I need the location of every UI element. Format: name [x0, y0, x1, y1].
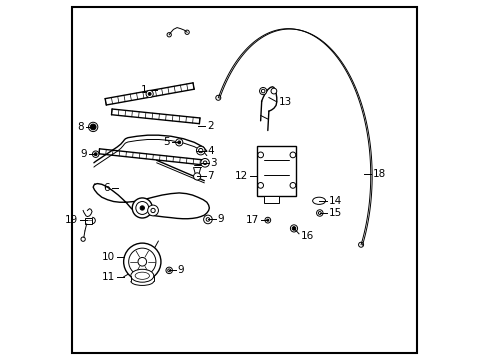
Circle shape: [90, 124, 96, 130]
Ellipse shape: [131, 269, 153, 282]
Circle shape: [266, 219, 268, 221]
Circle shape: [132, 198, 152, 218]
Text: 9: 9: [177, 265, 183, 275]
Circle shape: [201, 158, 209, 167]
Circle shape: [203, 215, 212, 224]
Circle shape: [259, 87, 266, 95]
Circle shape: [94, 153, 97, 156]
Circle shape: [165, 267, 172, 274]
Text: 9: 9: [217, 215, 224, 224]
Circle shape: [146, 90, 153, 98]
Circle shape: [178, 141, 180, 144]
Text: 8: 8: [77, 122, 83, 132]
Text: 1: 1: [140, 85, 147, 95]
Text: 15: 15: [328, 208, 341, 218]
Circle shape: [270, 88, 276, 94]
Text: 19: 19: [65, 215, 78, 225]
Text: 13: 13: [278, 97, 291, 107]
Text: 7: 7: [207, 171, 214, 181]
Text: 2: 2: [206, 121, 213, 131]
Circle shape: [196, 146, 204, 155]
Circle shape: [175, 139, 183, 146]
Text: 17: 17: [245, 215, 258, 225]
Circle shape: [148, 93, 151, 95]
Text: 5: 5: [163, 138, 169, 147]
Text: 18: 18: [372, 168, 385, 179]
Circle shape: [292, 226, 295, 230]
Polygon shape: [264, 196, 278, 203]
Text: 11: 11: [102, 272, 115, 282]
Text: 10: 10: [102, 252, 115, 262]
Text: 9: 9: [80, 149, 86, 159]
Text: 4: 4: [207, 145, 214, 156]
Circle shape: [140, 206, 144, 210]
Text: 3: 3: [210, 158, 217, 168]
Circle shape: [92, 151, 99, 157]
Text: 6: 6: [103, 183, 110, 193]
Polygon shape: [257, 146, 296, 196]
Text: 16: 16: [300, 231, 313, 240]
Circle shape: [264, 217, 270, 223]
Text: 12: 12: [234, 171, 247, 181]
Ellipse shape: [312, 197, 325, 204]
Circle shape: [147, 205, 158, 216]
Circle shape: [193, 173, 201, 180]
Text: 14: 14: [328, 196, 341, 206]
Circle shape: [123, 243, 161, 280]
